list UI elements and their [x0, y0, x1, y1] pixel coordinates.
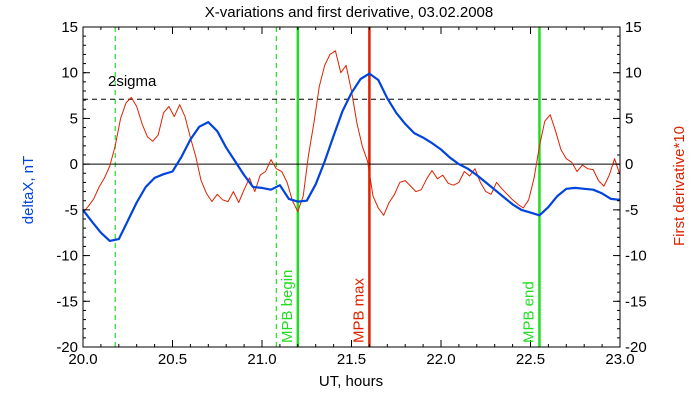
y-axis-label-right: First derivative*10	[671, 126, 688, 246]
y-tick-label-right: -10	[625, 248, 647, 265]
y-tick-label-left: -15	[56, 293, 78, 310]
y-tick-label-left: -5	[65, 202, 78, 219]
y-tick-label-right: 5	[625, 110, 633, 127]
y-tick-label-right: 15	[625, 19, 642, 36]
y-tick-label-right: -5	[625, 202, 638, 219]
marker-label: MPB max	[350, 277, 367, 343]
y-tick-label-right: 0	[625, 156, 633, 173]
y-tick-label-left: 0	[70, 156, 78, 173]
x-tick-label: 22.5	[516, 351, 545, 368]
y-tick-label-right: -15	[625, 293, 647, 310]
vertical-lines	[114, 27, 541, 347]
y-tick-label-right: 10	[625, 65, 642, 82]
y-tick-label-left: 5	[70, 110, 78, 127]
chart-title: X-variations and first derivative, 03.02…	[205, 4, 494, 21]
y-axis-label-left: deltaX, nT	[20, 156, 37, 224]
x-tick-label: 22.0	[426, 351, 455, 368]
y-tick-label-left: 15	[61, 19, 78, 36]
y-tick-label-left: -20	[56, 339, 78, 356]
series-layer	[82, 50, 621, 242]
x-tick-label: 21.0	[247, 351, 276, 368]
x-tick-label: 23.0	[605, 351, 634, 368]
x-tick-label: 20.0	[68, 351, 97, 368]
series-line-deltax	[82, 72, 621, 242]
x-tick-label: 20.5	[158, 351, 187, 368]
y-tick-label-left: 10	[61, 65, 78, 82]
sigma-label: 2sigma	[108, 73, 157, 90]
marker-label: MPB end	[520, 281, 537, 343]
y-tick-label-left: -10	[56, 248, 78, 265]
x-tick-label: 21.5	[337, 351, 366, 368]
horizontal-lines	[83, 98, 620, 165]
y-tick-label-right: -20	[625, 339, 647, 356]
marker-label: MPB begin	[279, 270, 296, 343]
x-axis-label: UT, hours	[319, 373, 383, 390]
marker-labels: MPB begin MPB max MPB end	[279, 270, 538, 343]
axis-ticks: 20.0 20.5 21.0 21.5 22.0 22.5 23.0 15 15 10 10 5 5 0 0…	[56, 19, 646, 368]
